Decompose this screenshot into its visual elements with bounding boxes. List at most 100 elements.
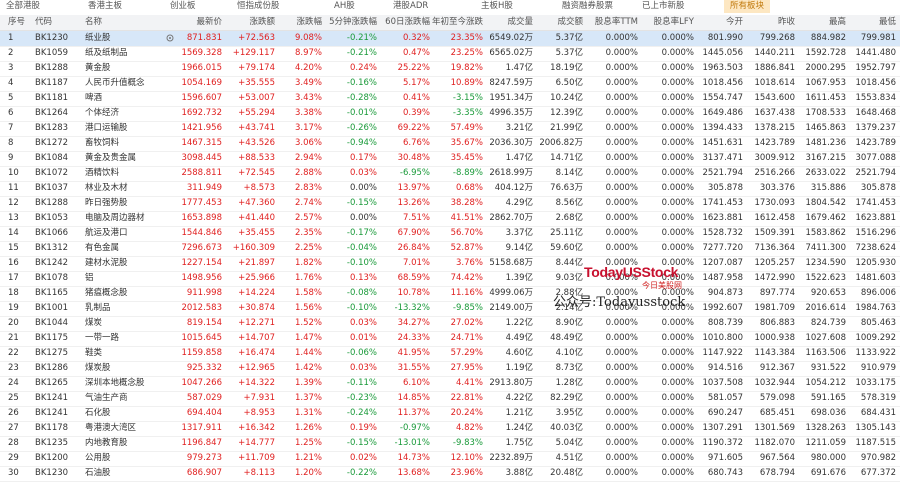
- cell: 1.20%: [294, 468, 322, 478]
- header-cell: 成交量: [507, 17, 533, 27]
- table-row[interactable]: 14 BK1066 航运及港口 1544.846 +35.455 2.35% -0.17% 6…: [0, 226, 900, 242]
- cell: 3098.445: [181, 153, 222, 163]
- table-row[interactable]: 8 BK1272 畜牧饲料 1467.315 +43.526 3.06% -0.94% 6.7…: [0, 136, 900, 152]
- cell: 2521.794: [702, 168, 743, 178]
- cell: 15: [8, 243, 19, 253]
- cell: 38.28%: [450, 198, 483, 208]
- table-row[interactable]: 11 BK1037 林业及木材 311.949 +8.573 2.83% 0.00% 13.9…: [0, 181, 900, 197]
- cell: +43.526: [238, 138, 275, 148]
- cell: 910.979: [860, 363, 896, 373]
- cell: 1472.990: [754, 273, 795, 283]
- table-row[interactable]: 23 BK1286 煤炭股 925.332 +12.965 1.42% 0.03% 31.55…: [0, 361, 900, 377]
- table-row[interactable]: 6 BK1264 个体经济 1692.732 +55.294 3.38% -0.01% 0.3…: [0, 106, 900, 122]
- table-row[interactable]: 5 BK1181 啤酒 1596.607 +53.007 3.43% -0.28% 0.41%…: [0, 91, 900, 107]
- cell: +47.360: [238, 198, 275, 208]
- cell: +53.007: [238, 93, 275, 103]
- cell: 1804.542: [805, 198, 846, 208]
- cell: 677.372: [860, 468, 896, 478]
- cell: 1018.614: [754, 78, 795, 88]
- header-cell: 最新价: [196, 17, 222, 27]
- cell: 4.60亿: [505, 348, 533, 358]
- table-row[interactable]: 15 BK1312 有色金属 7296.673 +160.309 2.25% -0.04% 2…: [0, 241, 900, 257]
- cell: 2516.266: [754, 168, 795, 178]
- cell: 4.41%: [455, 378, 483, 388]
- table-row[interactable]: 26 BK1241 石化股 694.404 +8.953 1.31% -0.24% 11.37…: [0, 406, 900, 422]
- cell: -0.26%: [346, 123, 377, 133]
- cell: 1.75亿: [505, 438, 533, 448]
- cell: 685.451: [759, 408, 795, 418]
- cell: 5.17%: [402, 78, 430, 88]
- cell: +72.545: [238, 168, 275, 178]
- table-row[interactable]: 16 BK1242 建材水泥股 1227.154 +21.897 1.82% -0.10% 7…: [0, 256, 900, 272]
- tab[interactable]: 创业板: [170, 1, 196, 11]
- cell: 1451.631: [702, 138, 743, 148]
- cell: 1067.953: [805, 78, 846, 88]
- cell: 0.000%: [605, 408, 638, 418]
- cell: 0.000%: [661, 408, 694, 418]
- cell: 1015.645: [181, 333, 222, 343]
- cell: 48.49亿: [550, 333, 583, 343]
- cell: 3.17%: [294, 123, 322, 133]
- cell: 1159.858: [181, 348, 222, 358]
- table-row[interactable]: 28 BK1235 内地教育股 1196.847 +14.777 1.25% -0.15% -…: [0, 436, 900, 452]
- tab[interactable]: 融资融券股票: [562, 1, 614, 11]
- table-row[interactable]: 13 BK1053 电脑及周边器材 1653.898 +41.440 2.57% 0.00%…: [0, 211, 900, 227]
- table-row[interactable]: 4 BK1187 人民币升值概念 1054.169 +35.555 3.49% -0.16%…: [0, 76, 900, 92]
- table-row[interactable]: 18 BK1165 猪瘟概念股 911.998 +14.224 1.58% -0.08% 10…: [0, 286, 900, 302]
- table-row[interactable]: 7 BK1283 港口运输股 1421.956 +43.741 3.17% -0.26% 69…: [0, 121, 900, 137]
- table-row[interactable]: 27 BK1178 粤港澳大湾区 1317.911 +16.342 1.26% 0.19% -…: [0, 421, 900, 437]
- table-row[interactable]: 24 BK1265 深圳本地概念股 1047.266 +14.322 1.39% -0.11…: [0, 376, 900, 392]
- table-row[interactable]: 1 BK1230 纸业股 871.831 +72.563 9.08% -0.21% 0.32%…: [0, 31, 900, 47]
- cell: -0.17%: [346, 228, 377, 238]
- cell: +160.309: [232, 243, 275, 253]
- cell: 0.000%: [605, 123, 638, 133]
- cell: 0.000%: [605, 168, 638, 178]
- cell: BK1187: [35, 78, 69, 88]
- cell: 0.000%: [661, 333, 694, 343]
- table-row[interactable]: 17 BK1078 铝 1498.956 +25.966 1.76% 0.13% 68.59%…: [0, 271, 900, 287]
- table-row[interactable]: 10 BK1072 酒精饮料 2588.811 +72.545 2.88% 0.03% -6.…: [0, 166, 900, 182]
- cell: BK1286: [35, 363, 69, 373]
- cell: 1205.930: [855, 258, 896, 268]
- cell: 0.24%: [349, 63, 377, 73]
- cell: +8.113: [243, 468, 275, 478]
- cell: 799.268: [759, 33, 795, 43]
- table-row[interactable]: 21 BK1175 一带一路 1015.645 +14.707 1.47% 0.01% 24.…: [0, 331, 900, 347]
- tab[interactable]: AH股: [334, 1, 355, 11]
- tab[interactable]: 港股ADR: [393, 1, 429, 11]
- tab[interactable]: 所有板块: [724, 0, 771, 13]
- cell: 2006.82万: [539, 138, 583, 148]
- cell: 1440.211: [754, 48, 795, 58]
- cell: 20.48亿: [550, 468, 583, 478]
- cell: BK1165: [35, 288, 69, 298]
- cell: 8.14亿: [555, 168, 583, 178]
- table-row[interactable]: 29 BK1200 公用股 979.273 +11.709 1.21% 0.02% 14.73…: [0, 451, 900, 467]
- table-row[interactable]: 3 BK1288 黄金股 1966.015 +79.174 4.20% 0.24% 25.22…: [0, 61, 900, 77]
- cell: 7136.364: [754, 243, 795, 253]
- cell: 黄金股: [85, 63, 111, 73]
- tab[interactable]: 香港主板: [88, 1, 123, 11]
- table-row[interactable]: 9 BK1084 黄金及贵金属 3098.445 +88.533 2.94% 0.17% 30…: [0, 151, 900, 167]
- table-row[interactable]: 22 BK1275 鞋类 1159.858 +16.474 1.44% -0.06% 41.9…: [0, 346, 900, 362]
- table-row[interactable]: 30 BK1230 石油股 686.907 +8.113 1.20% -0.22% 13.68…: [0, 466, 900, 482]
- cell: +7.931: [243, 393, 275, 403]
- cell: +79.174: [238, 63, 275, 73]
- tab[interactable]: 已上市新股: [642, 1, 685, 11]
- cell: 3.43%: [294, 93, 322, 103]
- table-row[interactable]: 20 BK1044 煤炭 819.154 +12.271 1.52% 0.03% 34.27%…: [0, 316, 900, 332]
- table-row[interactable]: 12 BK1288 昨日强势股 1777.453 +47.360 2.74% -0.15% 1…: [0, 196, 900, 212]
- table-row[interactable]: 19 BK1001 乳制品 2012.583 +30.874 1.56% -0.10% -13…: [0, 301, 900, 317]
- cell: 305.878: [860, 183, 896, 193]
- tab[interactable]: 全部港股: [6, 1, 41, 11]
- cell: 23.96%: [450, 468, 483, 478]
- cell: 人民币升值概念: [85, 78, 145, 88]
- cell: 4.10亿: [555, 348, 583, 358]
- cell: 1018.456: [702, 78, 743, 88]
- table-row[interactable]: 25 BK1241 气油生产商 587.029 +7.931 1.37% -0.23% 14.…: [0, 391, 900, 407]
- tab[interactable]: 主板H股: [481, 1, 513, 11]
- cell: 871.831: [186, 33, 222, 43]
- cell: 港口运输股: [85, 123, 128, 133]
- table-row[interactable]: 2 BK1059 纸及纸制品 1569.328 +129.117 8.97% -0.21% 0…: [0, 46, 900, 62]
- cell: 酒精饮料: [85, 168, 120, 178]
- tab[interactable]: 恒指成份股: [237, 1, 280, 11]
